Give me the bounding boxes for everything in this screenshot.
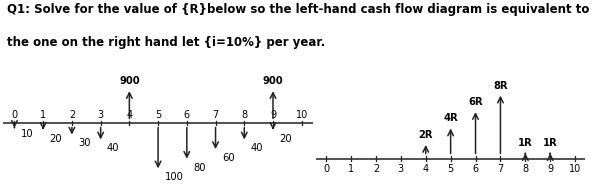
Text: 4R: 4R (443, 114, 458, 123)
Text: 1: 1 (40, 110, 46, 120)
Text: 2: 2 (373, 164, 379, 174)
Text: 30: 30 (78, 138, 91, 148)
Text: 7: 7 (212, 110, 219, 120)
Text: 10: 10 (21, 129, 34, 139)
Text: 6: 6 (472, 164, 479, 174)
Text: 0: 0 (323, 164, 329, 174)
Text: 100: 100 (164, 172, 183, 182)
Text: 900: 900 (119, 76, 139, 86)
Text: 10: 10 (296, 110, 308, 120)
Text: 1: 1 (348, 164, 354, 174)
Text: 900: 900 (262, 76, 283, 86)
Text: 5: 5 (155, 110, 161, 120)
Text: 6: 6 (184, 110, 190, 120)
Text: 2: 2 (69, 110, 75, 120)
Text: Q1: Solve for the value of {R}below so the left-hand cash flow diagram is equiva: Q1: Solve for the value of {R}below so t… (7, 3, 589, 16)
Text: 8R: 8R (493, 81, 508, 91)
Text: 1R: 1R (518, 138, 532, 148)
Text: 20: 20 (50, 134, 62, 144)
Text: 1R: 1R (543, 138, 557, 148)
Text: 9: 9 (270, 110, 276, 120)
Text: 4: 4 (126, 110, 132, 120)
Text: 8: 8 (241, 110, 248, 120)
Text: 3: 3 (398, 164, 404, 174)
Text: 3: 3 (98, 110, 103, 120)
Text: 40: 40 (251, 143, 263, 153)
Text: the one on the right hand let {i=10%} per year.: the one on the right hand let {i=10%} pe… (7, 36, 325, 49)
Text: 5: 5 (447, 164, 454, 174)
Text: 0: 0 (11, 110, 18, 120)
Text: 6R: 6R (468, 97, 483, 107)
Text: 80: 80 (193, 163, 206, 173)
Text: 10: 10 (569, 164, 582, 174)
Text: 60: 60 (222, 153, 235, 163)
Text: 20: 20 (280, 134, 292, 144)
Text: 2R: 2R (418, 130, 433, 140)
Text: 4: 4 (423, 164, 429, 174)
Text: 7: 7 (497, 164, 504, 174)
Text: 40: 40 (107, 143, 119, 153)
Text: 8: 8 (522, 164, 528, 174)
Text: 9: 9 (547, 164, 553, 174)
